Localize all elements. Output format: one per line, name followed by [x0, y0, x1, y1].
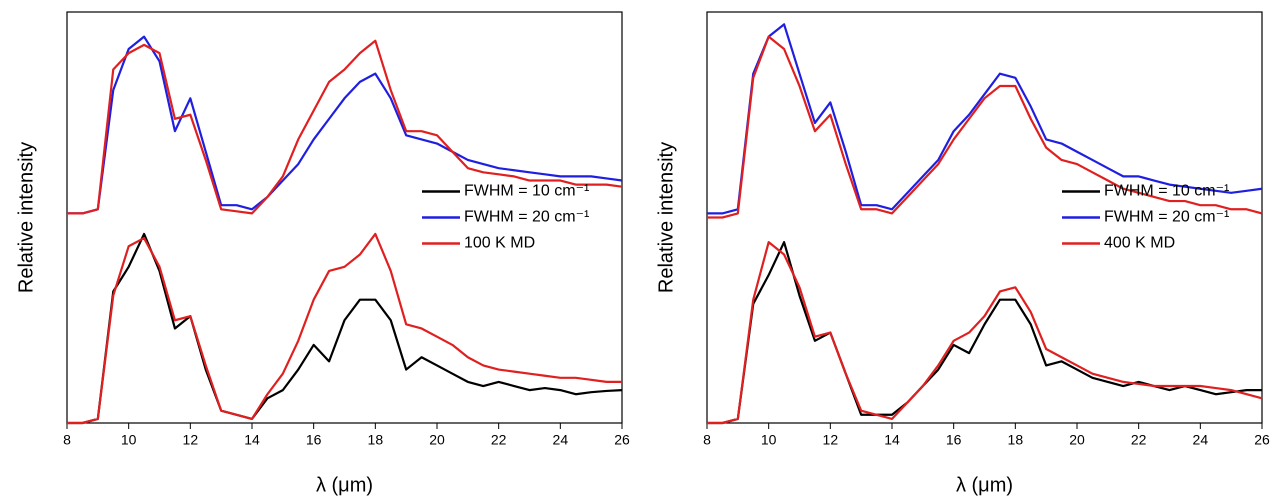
x-tick-label: 12	[823, 432, 839, 448]
x-axis-label: λ (μm)	[316, 474, 373, 496]
y-axis-label: Relative intensity	[655, 142, 677, 293]
y-axis-label: Relative intensity	[15, 142, 37, 293]
x-tick-label: 22	[1131, 432, 1147, 448]
x-tick-label: 8	[703, 432, 711, 448]
data-line	[67, 232, 622, 425]
data-line	[67, 35, 623, 215]
x-tick-label: 22	[491, 432, 507, 448]
x-tick-label: 24	[1193, 432, 1209, 448]
x-tick-label: 10	[761, 432, 777, 448]
x-tick-label: 16	[306, 432, 322, 448]
data-line	[67, 232, 623, 425]
data-line	[707, 241, 1263, 425]
x-tick-label: 18	[1008, 432, 1024, 448]
x-tick-label: 24	[553, 432, 569, 448]
x-axis-label: λ (μm)	[956, 474, 1013, 496]
legend-label: FWHM = 10 cm⁻¹	[464, 183, 589, 200]
x-tick-label: 20	[429, 432, 445, 448]
x-tick-label: 8	[63, 432, 71, 448]
legend-label: FWHM = 20 cm⁻¹	[464, 209, 589, 226]
legend-label: FWHM = 20 cm⁻¹	[1104, 209, 1229, 226]
x-tick-label: 26	[614, 432, 630, 448]
data-line	[707, 241, 1262, 425]
data-line	[707, 23, 1263, 215]
data-line	[707, 35, 1263, 219]
plot-frame	[66, 11, 623, 424]
legend-label: FWHM = 10 cm⁻¹	[1104, 183, 1229, 200]
x-tick-label: 26	[1254, 432, 1270, 448]
legend-label: 400 K MD	[1104, 235, 1175, 252]
x-tick-label: 20	[1069, 432, 1085, 448]
x-tick-label: 12	[183, 432, 199, 448]
x-tick-label: 18	[368, 432, 384, 448]
x-tick-label: 14	[244, 432, 260, 448]
data-line	[67, 39, 623, 215]
x-tick-label: 10	[121, 432, 137, 448]
x-tick-label: 14	[884, 432, 900, 448]
x-tick-label: 16	[946, 432, 962, 448]
legend-label: 100 K MD	[464, 235, 535, 252]
